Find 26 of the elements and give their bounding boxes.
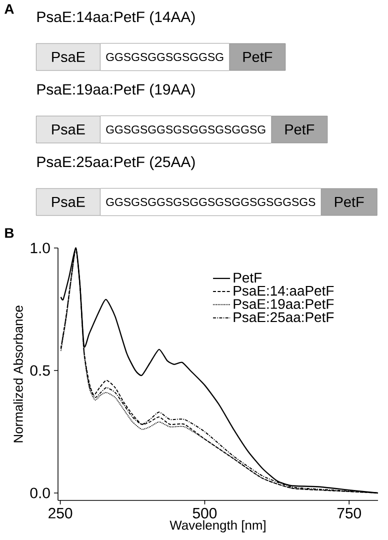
chart-title: B	[5, 228, 14, 238]
x-tick-label: 750	[337, 508, 361, 518]
text: GGSGSGGSGSGGSGSGGSG	[106, 125, 266, 134]
y-tick-label: 0.0	[30, 488, 50, 498]
text: PetF	[335, 196, 364, 208]
legend-label: PetF	[234, 272, 262, 283]
text: PsaE	[52, 52, 85, 62]
y-tick-label: 0.5	[30, 365, 50, 376]
x-axis-title: Wavelength [nm]	[170, 520, 266, 532]
text: PsaE	[52, 124, 85, 135]
text: GGSGSGGSGSGGSGSGGSGSGGSGS	[106, 198, 316, 206]
legend-label: PsaE:25aa:PetF	[234, 312, 334, 322]
x-tick-label: 250	[48, 508, 72, 518]
text: PsaE	[52, 196, 85, 208]
x-tick-label: 500	[192, 508, 217, 518]
text: GGSGSGGSGSGGSG	[106, 52, 224, 62]
y-axis-title: Normalized Absorbance	[13, 306, 23, 442]
y-tick-label: 1.0	[30, 242, 50, 254]
legend-label: PsaE:19aa:PetF	[234, 299, 334, 309]
text: A	[4, 4, 14, 14]
legend-label: PsaE:14:aaPetF	[234, 286, 334, 296]
text: PsaE:14aa:PetF (14AA)	[37, 11, 195, 26]
text: PetF	[285, 124, 314, 135]
text: PetF	[243, 52, 272, 62]
text: PsaE:25aa:PetF (25AA)	[37, 156, 195, 170]
text: PsaE:19aa:PetF (19AA)	[37, 84, 195, 98]
